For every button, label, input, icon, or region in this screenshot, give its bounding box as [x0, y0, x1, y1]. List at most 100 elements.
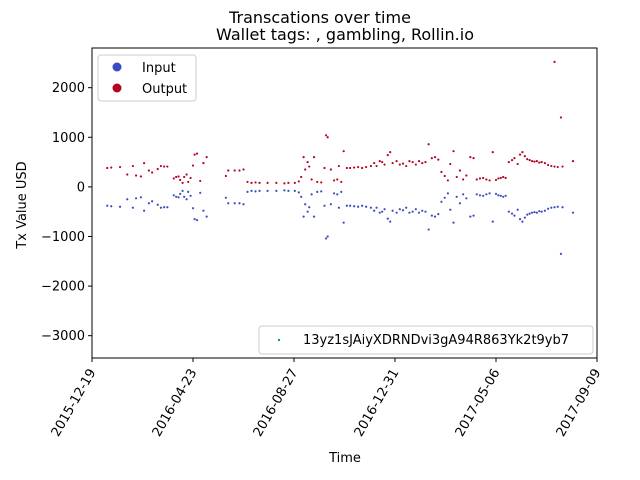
input-point-24: [193, 218, 196, 221]
output-point-104: [482, 176, 485, 180]
input-point-0: [106, 204, 109, 207]
input-point-54: [324, 237, 328, 240]
input-point-96: [455, 195, 458, 198]
input-point-40: [283, 189, 286, 192]
input-point-109: [497, 194, 500, 197]
output-point-17: [179, 178, 182, 182]
output-point-66: [361, 166, 364, 170]
output-point-128: [547, 163, 550, 167]
input-point-22: [189, 194, 192, 197]
input-point-62: [345, 204, 348, 207]
input-point-71: [378, 211, 381, 214]
input-point-53: [323, 204, 326, 207]
legend-categories: Input Output: [97, 54, 197, 102]
input-point-91: [440, 200, 443, 203]
output-point-56: [329, 168, 332, 171]
output-point-91: [440, 170, 443, 174]
input-point-64: [353, 205, 356, 208]
input-point-34: [246, 190, 249, 193]
y-tick-label-4: 1000: [52, 131, 85, 146]
input-point-118: [521, 220, 524, 223]
input-point-117: [518, 218, 522, 221]
input-point-100: [469, 215, 472, 218]
output-point-52: [320, 181, 323, 184]
input-point-126: [540, 210, 543, 213]
output-point-85: [421, 161, 424, 165]
output-point-31: [233, 169, 236, 172]
output-point-57: [332, 179, 336, 182]
input-point-89: [433, 215, 437, 218]
output-point-77: [395, 159, 398, 163]
output-point-19: [183, 175, 186, 179]
output-point-35: [250, 181, 253, 185]
input-point-63: [349, 204, 352, 207]
output-point-80: [405, 164, 408, 168]
output-point-110: [499, 176, 502, 180]
output-point-102: [475, 178, 478, 181]
input-point-81: [408, 211, 411, 214]
y-tick-label-3: 0: [77, 180, 85, 195]
output-point-41: [287, 181, 290, 185]
output-point-97: [458, 169, 462, 172]
output-point-83: [414, 163, 417, 166]
input-point-133: [561, 206, 564, 209]
input-point-35: [250, 189, 253, 192]
input-point-79: [401, 209, 405, 212]
legend-input-marker: [112, 62, 122, 72]
output-point-40: [283, 182, 286, 185]
input-point-84: [417, 211, 421, 214]
y-axis-ticks: −3000 −2000 −1000 0 1000 2000: [41, 81, 92, 344]
input-point-83: [414, 208, 417, 211]
input-point-45: [302, 215, 305, 218]
input-point-49: [310, 193, 313, 196]
y-tick-label-1: −2000: [41, 280, 85, 295]
y-tick-label-5: 2000: [52, 81, 85, 96]
input-point-48: [308, 206, 311, 209]
output-point-37: [258, 181, 261, 185]
input-point-93: [446, 192, 449, 195]
input-point-115: [513, 214, 516, 217]
output-point-67: [365, 165, 368, 169]
input-point-3: [126, 198, 129, 201]
input-point-44: [300, 195, 303, 198]
output-point-78: [398, 163, 401, 166]
output-point-1: [110, 166, 113, 169]
output-point-121: [528, 159, 531, 162]
x-tick-label-5: 2017-09-09: [554, 367, 605, 440]
input-point-31: [233, 202, 236, 205]
input-point-15: [175, 195, 178, 198]
input-point-114: [510, 212, 514, 215]
output-point-46: [304, 168, 307, 171]
output-point-86: [424, 160, 427, 164]
output-point-9: [151, 171, 154, 174]
input-point-10: [156, 203, 159, 206]
input-point-75: [389, 220, 392, 223]
output-point-49: [310, 178, 313, 181]
output-point-117: [518, 153, 522, 156]
legend-input-label: Input: [142, 61, 176, 76]
input-point-116: [516, 208, 519, 211]
input-point-4: [131, 206, 134, 209]
input-point-80: [405, 206, 408, 209]
output-point-23: [191, 164, 195, 167]
input-point-17: [179, 192, 182, 195]
chart-title: Transcations over time: [228, 8, 411, 27]
output-point-4: [131, 164, 134, 168]
input-point-67: [365, 205, 368, 208]
output-point-96: [455, 175, 458, 179]
input-point-82: [411, 210, 414, 213]
output-point-90: [437, 158, 440, 161]
output-point-53: [323, 166, 326, 170]
output-point-16: [177, 175, 180, 178]
output-point-29: [224, 174, 227, 178]
input-point-112: [504, 194, 507, 197]
output-point-73: [383, 163, 386, 166]
input-point-101: [472, 214, 475, 217]
output-point-92: [443, 174, 446, 178]
output-point-5: [134, 174, 138, 177]
input-point-129: [550, 206, 553, 209]
y-tick-label-0: −3000: [41, 329, 85, 344]
output-point-123: [533, 160, 536, 163]
output-point-75: [389, 151, 392, 154]
